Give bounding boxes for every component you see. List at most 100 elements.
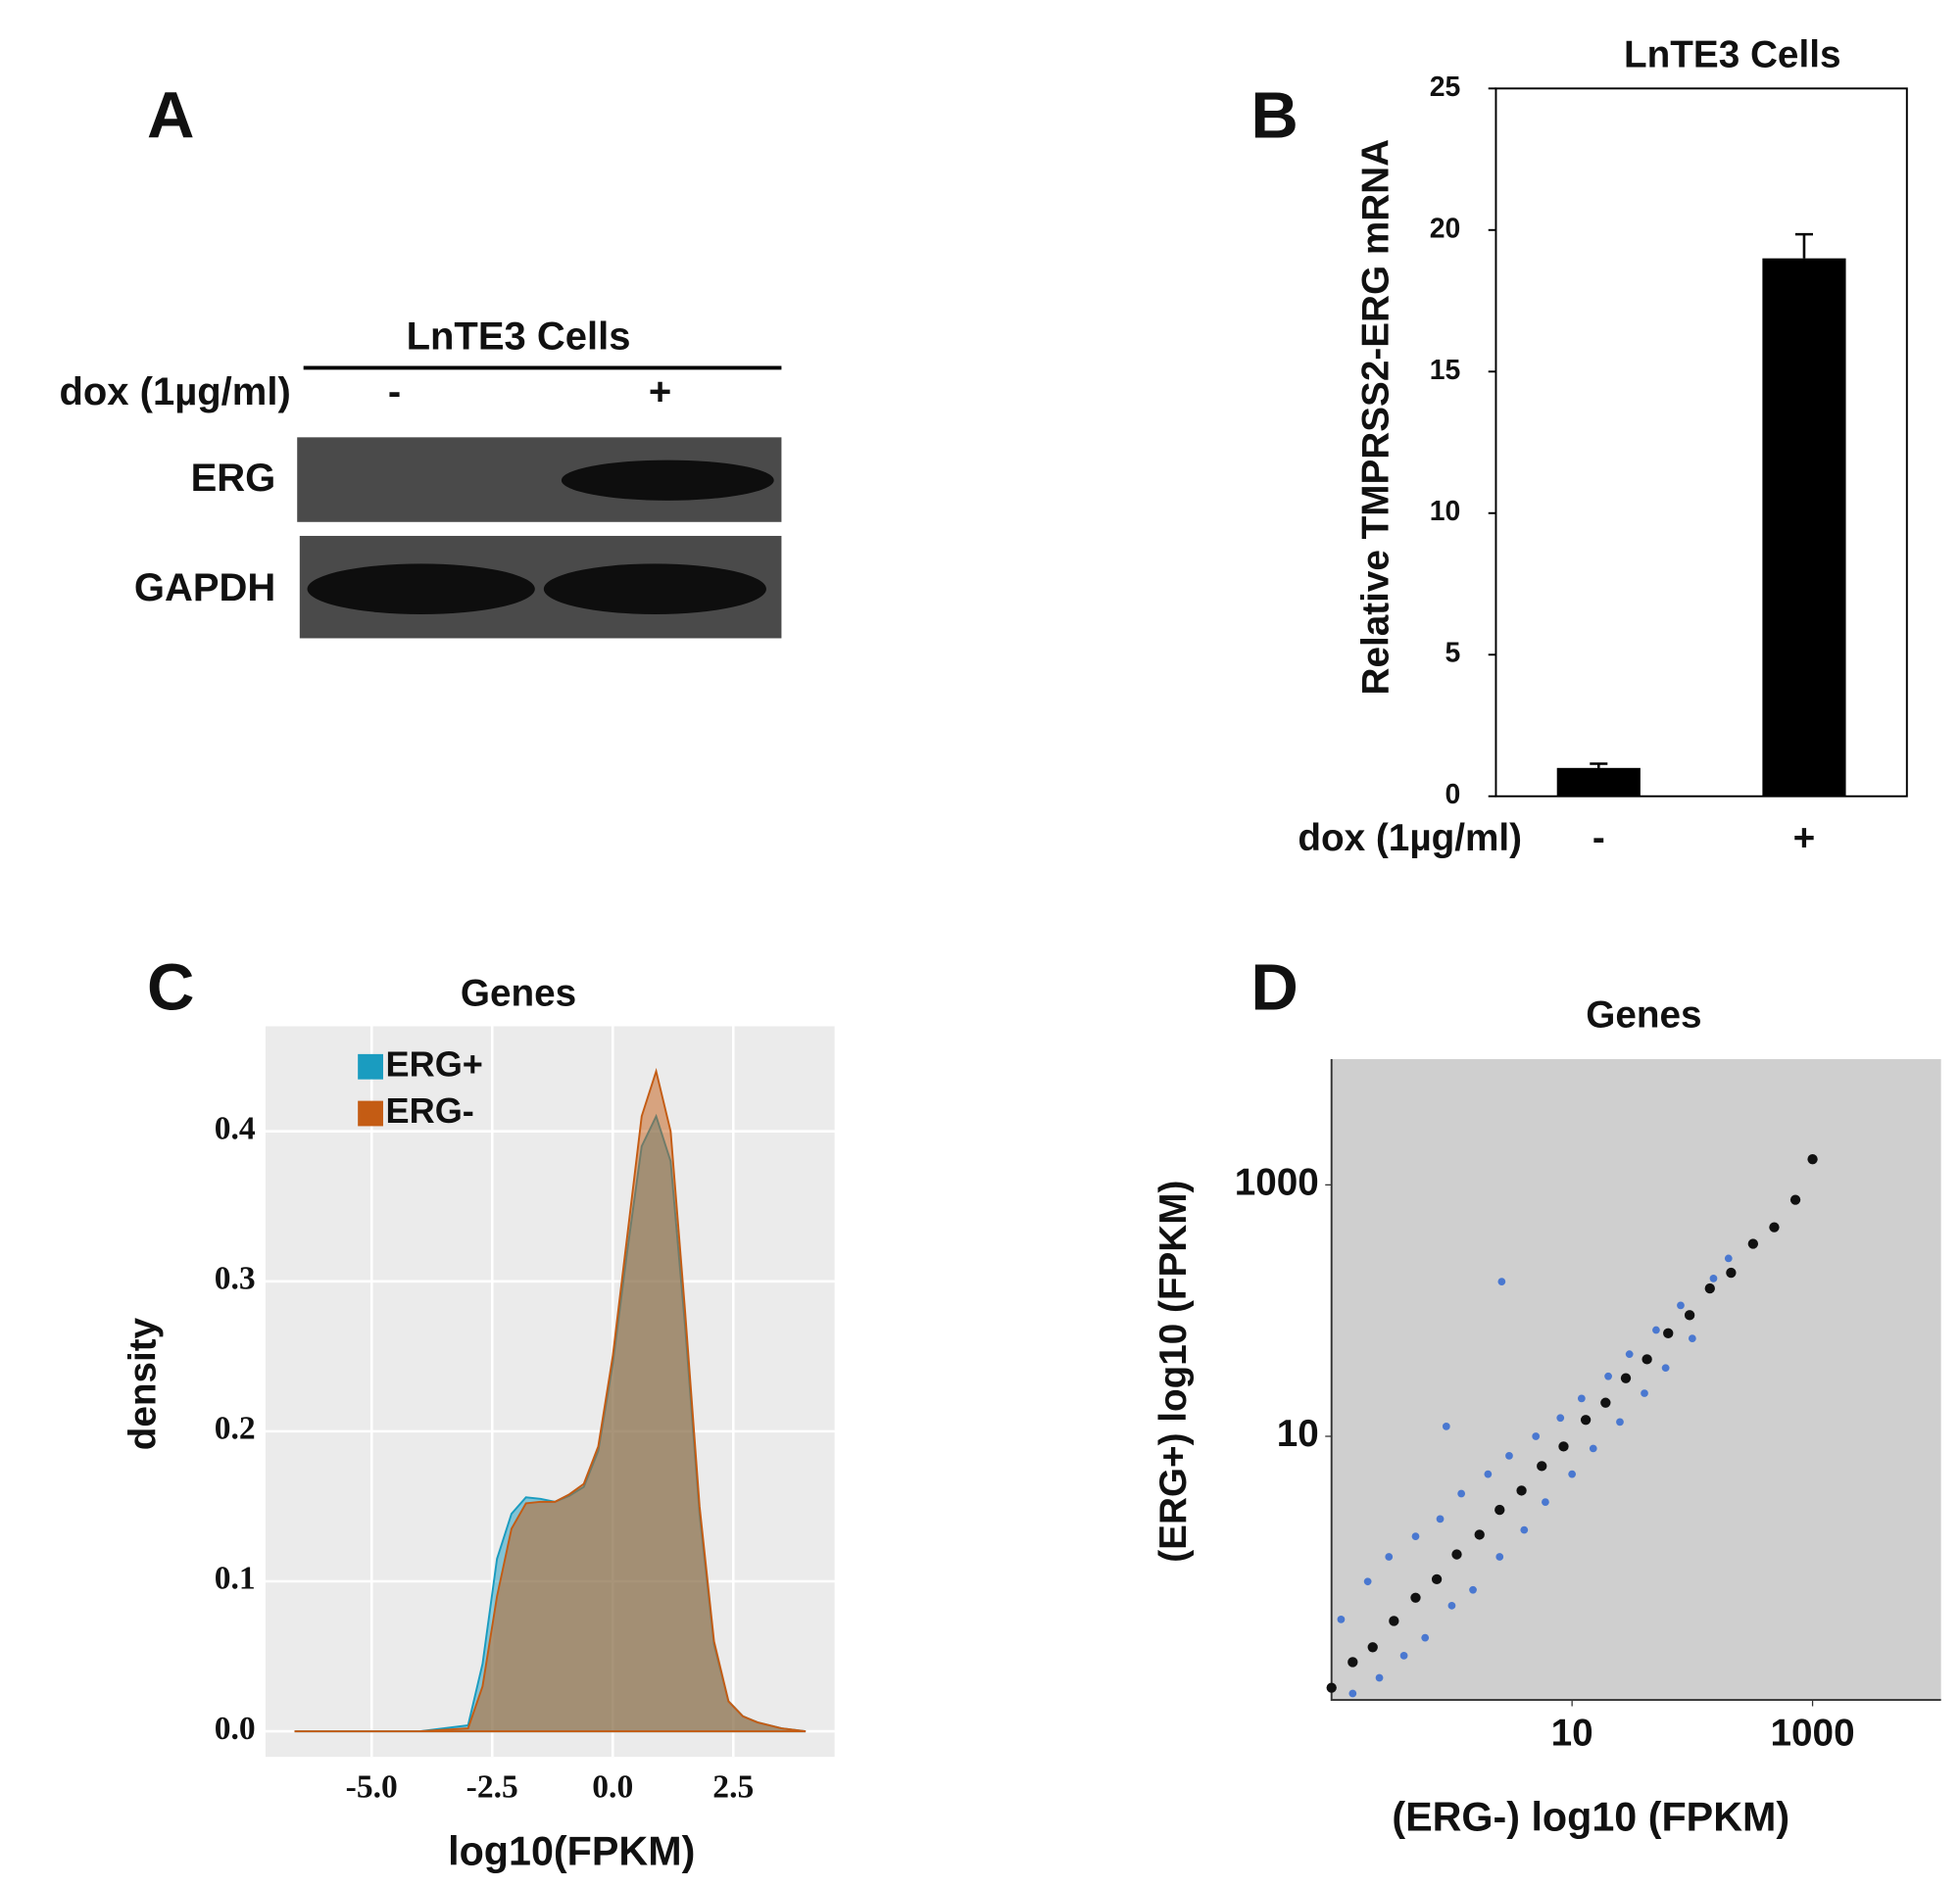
point <box>1469 1585 1477 1594</box>
y-axis-label: density <box>122 1317 165 1450</box>
point <box>1652 1326 1660 1334</box>
point <box>1442 1422 1450 1430</box>
y-tick-label: 0.1 <box>215 1561 256 1597</box>
point <box>1505 1452 1513 1460</box>
y-tick-label: 15 <box>1430 355 1461 386</box>
point <box>1577 1394 1586 1403</box>
point <box>1389 1616 1399 1626</box>
point <box>1375 1673 1384 1682</box>
blot-condition: dox (1µg/ml) <box>59 370 290 413</box>
y-tick-label: 10 <box>1277 1413 1319 1455</box>
point <box>1789 1194 1801 1205</box>
western-blot: LnTE3 Cells dox (1µg/ml) - + ERG GAPDH <box>59 314 782 639</box>
legend-label: ERG- <box>386 1090 474 1131</box>
point <box>1337 1615 1346 1623</box>
panel-label: D <box>1250 950 1298 1024</box>
point <box>1663 1328 1674 1338</box>
row-label: GAPDH <box>134 566 275 609</box>
point <box>1684 1310 1695 1321</box>
legend-label: ERG+ <box>386 1043 483 1084</box>
blot-band <box>561 460 774 501</box>
chart-title: LnTE3 Cells <box>1624 33 1840 75</box>
y-tick-label: 10 <box>1430 496 1461 527</box>
point <box>1497 1278 1506 1285</box>
plot-frame <box>1494 87 1908 798</box>
y-tick-label: 0.2 <box>215 1411 256 1447</box>
bar <box>1556 767 1641 797</box>
point <box>1385 1553 1394 1561</box>
chart-title: Genes <box>1586 994 1701 1037</box>
y-tick-label: 0.4 <box>215 1110 256 1146</box>
point <box>1348 1657 1358 1668</box>
blot-band <box>307 563 535 614</box>
point <box>1495 1553 1504 1561</box>
point <box>1494 1504 1505 1516</box>
x-tick-label: 0.0 <box>592 1768 633 1805</box>
point <box>1747 1238 1759 1249</box>
axis-line <box>1330 1059 1941 1702</box>
x-tick-label: 2.5 <box>712 1768 754 1805</box>
panel-label: B <box>1250 78 1298 152</box>
point <box>1704 1282 1715 1294</box>
y-tick-label: 1000 <box>1235 1162 1319 1204</box>
point <box>1709 1275 1718 1282</box>
y-tick-label: 5 <box>1446 638 1461 669</box>
point <box>1604 1372 1612 1380</box>
x-tick-label: - <box>1592 817 1605 859</box>
x-axis-label: (ERG-) log10 (FPKM) <box>1392 1795 1789 1840</box>
y-tick-label: 0.0 <box>215 1711 256 1747</box>
legend-swatch <box>358 1053 383 1080</box>
y-tick-label: 0 <box>1446 779 1461 810</box>
bar <box>1762 258 1846 797</box>
point <box>1807 1154 1818 1165</box>
point <box>1520 1525 1529 1534</box>
point <box>1474 1529 1485 1540</box>
point <box>1348 1689 1357 1698</box>
point <box>1580 1415 1592 1426</box>
point <box>1363 1577 1372 1586</box>
lane-label: + <box>649 370 671 413</box>
point <box>1641 1389 1648 1397</box>
y-axis-label: (ERG+) log10 (FPKM) <box>1152 1181 1195 1563</box>
point <box>1411 1532 1420 1540</box>
error-bar <box>1590 762 1608 768</box>
x-axis-label: log10(FPKM) <box>448 1828 695 1873</box>
point <box>1769 1222 1780 1233</box>
y-axis-label: Relative TMPRSS2-ERG mRNA <box>1355 139 1397 695</box>
point <box>1421 1633 1430 1642</box>
point <box>1677 1301 1685 1310</box>
y-tick-label: 0.3 <box>215 1260 256 1296</box>
point <box>1399 1652 1408 1660</box>
x-tick-label: -2.5 <box>466 1768 518 1805</box>
legend-swatch <box>358 1100 383 1127</box>
point <box>1516 1485 1527 1496</box>
point <box>1542 1498 1549 1506</box>
point <box>1537 1461 1547 1472</box>
x-tick-label: 1000 <box>1771 1712 1855 1754</box>
error-bar <box>1794 232 1813 259</box>
point <box>1436 1515 1445 1524</box>
point <box>1642 1354 1652 1365</box>
point <box>1620 1373 1632 1383</box>
x-tick-label: + <box>1793 817 1816 859</box>
point <box>1556 1414 1565 1423</box>
point <box>1661 1364 1670 1373</box>
point <box>1367 1642 1378 1653</box>
y-tick-label: 20 <box>1430 213 1461 244</box>
plot-background <box>1331 1059 1941 1701</box>
point <box>1326 1682 1337 1693</box>
row-label: ERG <box>191 457 276 500</box>
point <box>1589 1444 1597 1453</box>
panel-label: A <box>147 78 194 152</box>
point <box>1625 1350 1634 1359</box>
point <box>1616 1418 1624 1427</box>
point <box>1726 1267 1737 1279</box>
point <box>1431 1573 1443 1585</box>
point <box>1600 1397 1611 1408</box>
point <box>1447 1601 1456 1610</box>
x-tick-label: -5.0 <box>346 1768 398 1805</box>
panel-label: C <box>147 950 194 1024</box>
point <box>1457 1489 1466 1498</box>
lane-label: - <box>388 370 401 413</box>
blot-band <box>543 563 766 614</box>
